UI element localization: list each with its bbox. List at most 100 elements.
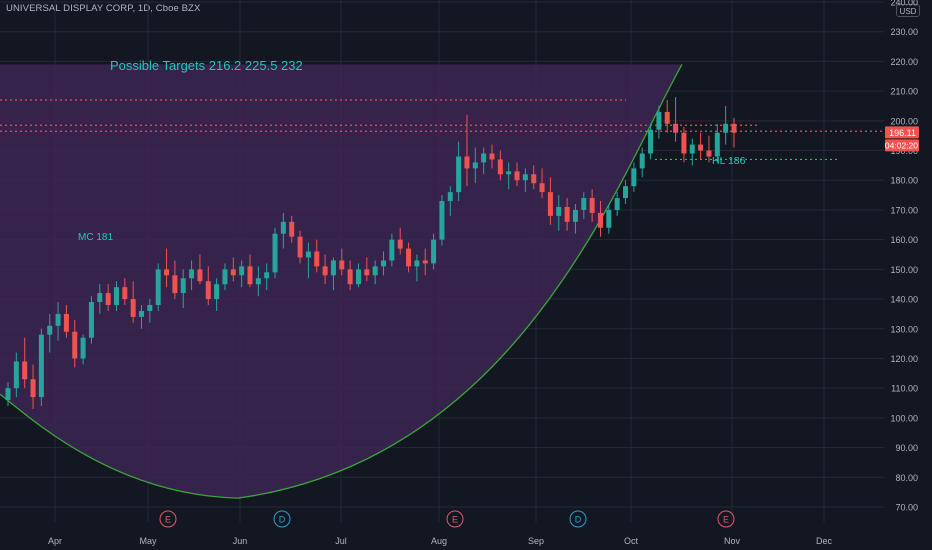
candle xyxy=(581,192,587,219)
candle xyxy=(406,242,412,273)
candle xyxy=(481,147,487,175)
candle-body xyxy=(347,269,353,285)
candle-body xyxy=(381,260,387,267)
candle-body xyxy=(30,379,36,398)
candle xyxy=(155,263,161,311)
candle xyxy=(130,281,136,323)
candle xyxy=(147,299,153,323)
candle-body xyxy=(447,192,453,202)
candle-body xyxy=(664,111,670,124)
candle xyxy=(22,337,28,389)
candle-body xyxy=(389,239,395,261)
candle-body xyxy=(355,269,361,285)
x-tick-label: Jun xyxy=(233,536,248,546)
candle-body xyxy=(422,260,428,264)
candle-body xyxy=(339,260,345,270)
candle-body xyxy=(264,272,270,279)
candle-body xyxy=(272,233,278,273)
candle-body xyxy=(330,260,336,276)
candle xyxy=(63,305,69,338)
y-axis: 70.00 80.00 90.00 100.00 110.00 120.00 130.00 1… xyxy=(890,0,918,513)
candle xyxy=(439,195,445,246)
candle-body xyxy=(606,209,612,228)
candle-body xyxy=(280,221,286,234)
event-marker-circle xyxy=(717,510,735,528)
candle xyxy=(172,260,178,300)
candle xyxy=(731,117,737,148)
candle-body xyxy=(456,156,462,193)
candle xyxy=(673,97,679,142)
candle xyxy=(13,352,19,398)
candle xyxy=(355,263,361,288)
candle-body xyxy=(55,313,61,326)
candle xyxy=(264,263,270,291)
candle-body xyxy=(105,293,111,305)
event-marker-label: D xyxy=(575,515,582,525)
candle xyxy=(197,254,203,285)
y-tick-label: 100.00 xyxy=(890,413,918,423)
candle-body xyxy=(464,156,470,169)
candle-body xyxy=(472,162,478,169)
candle xyxy=(97,284,103,314)
x-tick-label: Dec xyxy=(816,536,833,546)
candle-body xyxy=(297,236,303,258)
candle-body xyxy=(614,198,620,210)
candle-body xyxy=(431,239,437,264)
candle xyxy=(297,230,303,264)
candle-body xyxy=(631,168,637,187)
currency-badge[interactable]: USD xyxy=(896,4,920,17)
candle xyxy=(122,278,128,305)
candle-body xyxy=(230,269,236,276)
candle xyxy=(55,302,61,341)
cup-curve xyxy=(0,64,683,499)
candle-body xyxy=(673,123,679,133)
y-tick-label: 120.00 xyxy=(890,354,918,364)
candle xyxy=(47,313,53,353)
y-tick-label: 160.00 xyxy=(890,235,918,245)
candle xyxy=(456,141,462,202)
candle-body xyxy=(38,334,44,398)
candle-body xyxy=(481,153,487,163)
candle-body xyxy=(189,269,195,279)
event-marker-circle xyxy=(569,510,587,528)
candle xyxy=(113,281,119,311)
candle-body xyxy=(572,209,578,222)
y-tick-label: 210.00 xyxy=(890,87,918,97)
candle-body xyxy=(47,325,53,335)
y-tick-label: 130.00 xyxy=(890,324,918,334)
candle xyxy=(531,165,537,190)
candle xyxy=(230,257,236,282)
candle-body xyxy=(239,266,245,276)
candle xyxy=(289,215,295,243)
event-marker-circle xyxy=(273,510,291,528)
candle xyxy=(623,180,629,204)
candle xyxy=(447,186,453,216)
candle-body xyxy=(689,144,695,154)
candle xyxy=(305,242,311,279)
price-label-text: 196.11 xyxy=(889,128,916,138)
x-tick-label: Sep xyxy=(528,536,544,546)
candle xyxy=(614,192,620,216)
y-tick-label: 170.00 xyxy=(890,205,918,215)
candle-body xyxy=(72,331,78,359)
candle xyxy=(706,135,712,163)
candle-body xyxy=(556,206,562,216)
y-tick-label: 90.00 xyxy=(895,443,918,453)
event-marker-label: E xyxy=(452,515,458,525)
y-tick-label: 110.00 xyxy=(891,384,918,394)
candle-body xyxy=(723,123,729,133)
candle xyxy=(539,168,545,199)
event-marker-d: D xyxy=(569,510,587,528)
candle-body xyxy=(714,132,720,157)
candle xyxy=(723,105,729,145)
candle-body xyxy=(514,171,520,181)
candle xyxy=(506,162,512,190)
candle xyxy=(389,233,395,267)
candle xyxy=(314,239,320,273)
candle xyxy=(522,168,528,193)
y-tick-label: 230.00 xyxy=(890,27,918,37)
candle-body xyxy=(506,171,512,175)
candle xyxy=(88,296,94,344)
candle-body xyxy=(698,144,704,151)
